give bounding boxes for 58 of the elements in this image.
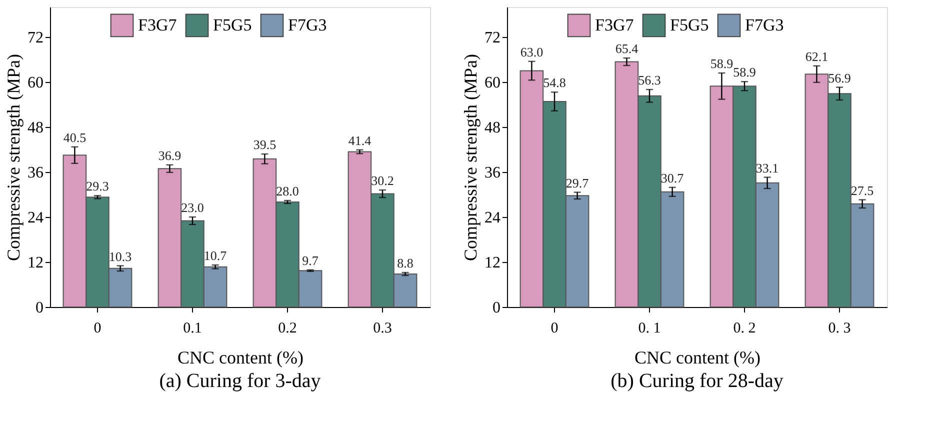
y-tick-label: 12 xyxy=(484,254,500,272)
data-label: 30.2 xyxy=(371,173,394,188)
y-axis-title: Compressive strength (MPa) xyxy=(4,54,24,261)
y-tick-label: 24 xyxy=(484,210,500,226)
data-label: 41.4 xyxy=(348,132,372,148)
y-tick-label: 60 xyxy=(28,74,44,92)
x-axis-title: CNC content (%) xyxy=(178,348,304,368)
legend-label: F3G7 xyxy=(138,15,178,34)
y-tick-label: 0 xyxy=(36,300,44,316)
legend-label: F7G3 xyxy=(745,15,784,34)
data-label: 39.5 xyxy=(253,137,276,152)
data-label: 58.9 xyxy=(733,64,756,80)
data-label: 63.0 xyxy=(520,44,544,60)
text: (b) Curing for 28-day xyxy=(610,370,784,392)
legend-label: F7G3 xyxy=(288,15,327,34)
x-tick-label: 0.2 xyxy=(278,320,297,336)
data-label: 30.7 xyxy=(660,170,684,186)
x-tick-label: 0 xyxy=(550,320,558,336)
y-tick-label: 60 xyxy=(484,74,500,92)
x-tick-label: 0. 1 xyxy=(638,320,661,336)
data-label: 8.8 xyxy=(397,256,414,270)
y-tick-label: 48 xyxy=(28,120,44,136)
data-label: 10.7 xyxy=(204,248,228,263)
text: (a) Curing for 3-day xyxy=(159,370,321,392)
y-tick-label: 12 xyxy=(28,254,44,272)
x-tick-label: 0.1 xyxy=(183,320,202,336)
legend-label: F5G5 xyxy=(213,15,252,34)
data-label: 56.3 xyxy=(638,72,661,88)
y-axis-title: Compressive strength (MPa) xyxy=(460,54,480,261)
data-label: 40.5 xyxy=(63,130,86,145)
y-tick-label: 24 xyxy=(28,210,44,226)
data-label: 33.1 xyxy=(756,160,779,176)
data-label: 56.9 xyxy=(828,70,851,86)
y-tick-label: 72 xyxy=(484,30,500,46)
y-tick-label: 72 xyxy=(28,30,44,46)
data-label: 65.4 xyxy=(615,41,639,56)
data-label: 9.7 xyxy=(302,252,319,268)
data-label: 29.3 xyxy=(86,178,109,194)
y-tick-label: 0 xyxy=(492,300,500,316)
data-label: 23.0 xyxy=(181,200,204,215)
x-tick-label: 0 xyxy=(94,320,102,336)
x-axis-title: CNC content (%) xyxy=(634,348,760,368)
series-label: F3G7 xyxy=(595,15,634,34)
y-tick-label: 48 xyxy=(484,120,500,136)
y-tick-label: 36 xyxy=(28,164,44,182)
data-label: 58.9 xyxy=(710,56,734,71)
x-tick-label: 0.3 xyxy=(373,320,392,336)
data-label: 27.5 xyxy=(850,182,874,198)
data-label: 29.7 xyxy=(566,175,590,190)
x-tick-label: 0. 2 xyxy=(733,320,756,336)
data-label: 54.8 xyxy=(543,75,566,90)
data-label: 10.3 xyxy=(108,248,132,264)
y-tick-label: 36 xyxy=(484,164,500,182)
data-label: 28.0 xyxy=(276,184,299,198)
data-label: 62.1 xyxy=(805,48,828,64)
x-tick-label: 0. 3 xyxy=(828,320,851,336)
data-label: 36.9 xyxy=(158,148,182,163)
legend-label: F5G5 xyxy=(670,15,709,34)
